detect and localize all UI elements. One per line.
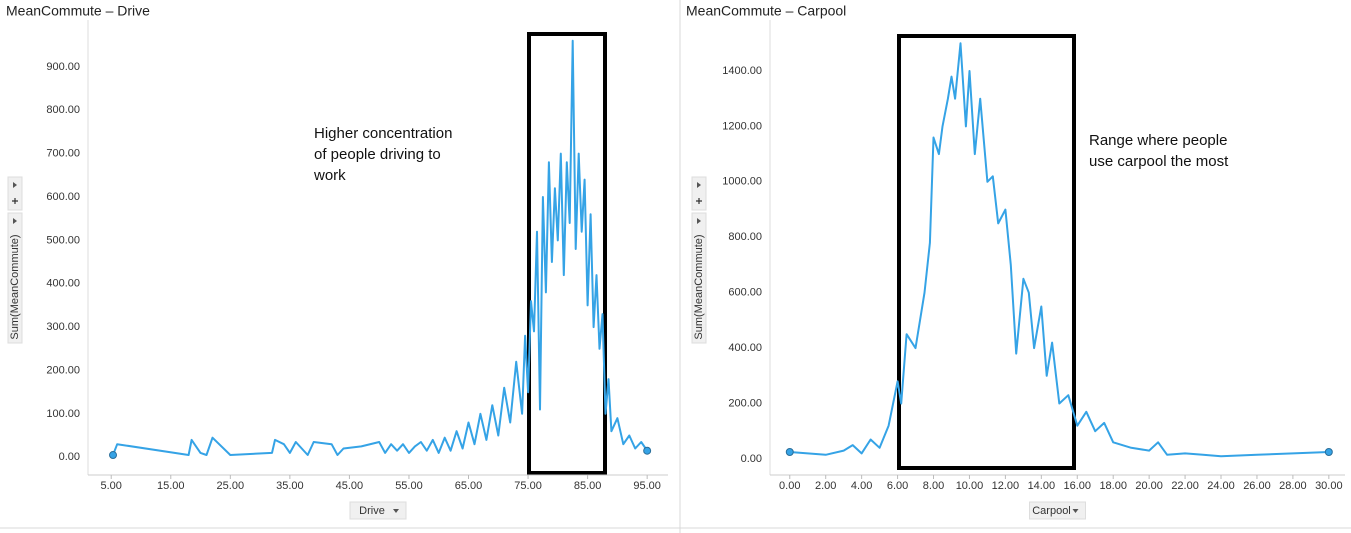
y-axis-button[interactable] [691,212,707,344]
x-tick-label: 85.00 [574,480,602,492]
dropdown-arrow [393,509,399,513]
annotation: of people driving to [314,146,441,163]
x-tick-label: 18.00 [1099,480,1127,492]
y-tick-label: 900.00 [46,61,80,73]
annotation: Higher concentration [314,125,452,142]
y-tick-label: 800.00 [46,104,80,116]
y-tick-label: 200.00 [46,364,80,376]
y-tick-label: 1200.00 [722,120,762,132]
end-marker [1324,448,1333,457]
y-tick-label: 800.00 [728,231,762,243]
y-tick-label: 400.00 [728,342,762,354]
dropdown-arrow [1072,509,1079,513]
x-tick-label: 24.00 [1207,480,1235,492]
annotation: use carpool the most [1089,153,1229,170]
y-axis-button[interactable] [7,212,23,344]
x-tick-label: 12.00 [992,480,1020,492]
highlight-box [897,34,1076,470]
y-tick-label: 1400.00 [722,65,762,77]
side-plus [12,198,18,204]
x-tick-label: 15.00 [157,480,185,492]
end-marker [643,446,652,455]
y-axis-label: Sum(MeanCommute) [9,234,21,339]
side-arrow [13,182,17,188]
x-tick-label: 8.00 [923,480,944,492]
side-button[interactable] [7,176,23,211]
y-tick-label: 200.00 [728,397,762,409]
y-tick-label: 300.00 [46,321,80,333]
x-tick-label: 55.00 [395,480,423,492]
annotation: Range where people [1089,132,1227,149]
y-tick-label: 1000.00 [722,176,762,188]
x-tick-label: 25.00 [217,480,245,492]
x-tick-label: 45.00 [336,480,364,492]
x-tick-label: 10.00 [956,480,984,492]
side-plus [696,198,702,204]
y-tick-label: 0.00 [59,451,80,463]
x-axis-button[interactable] [349,501,407,520]
x-axis-button[interactable] [1029,501,1086,520]
x-tick-label: 4.00 [851,480,872,492]
y-tick-label: 600.00 [728,287,762,299]
y-axis-label: Sum(MeanCommute) [693,234,705,339]
chart-title: MeanCommute – Carpool [686,3,846,19]
x-tick-label: 16.00 [1064,480,1092,492]
x-tick-label: 20.00 [1135,480,1163,492]
y-tick-label: 500.00 [46,234,80,246]
side-arrow [697,218,701,224]
x-axis-label: Carpool [1032,505,1071,517]
side-button[interactable] [691,176,707,211]
end-marker [109,451,118,460]
chart-title: MeanCommute – Drive [6,3,150,19]
y-tick-label: 600.00 [46,191,80,203]
x-tick-label: 6.00 [887,480,908,492]
x-tick-label: 28.00 [1279,480,1307,492]
x-tick-label: 22.00 [1171,480,1199,492]
y-tick-label: 700.00 [46,148,80,160]
x-tick-label: 14.00 [1028,480,1056,492]
x-tick-label: 0.00 [779,480,800,492]
x-tick-label: 5.00 [101,480,122,492]
x-tick-label: 35.00 [276,480,304,492]
side-arrow [13,218,17,224]
x-tick-label: 75.00 [514,480,542,492]
line [789,42,1329,458]
side-arrow [697,182,701,188]
end-marker [785,448,794,457]
y-tick-label: 0.00 [741,453,762,465]
annotation: work [313,167,346,184]
x-tick-label: 65.00 [455,480,483,492]
x-tick-label: 95.00 [633,480,661,492]
x-axis-label: Drive [359,505,385,517]
x-tick-label: 30.00 [1315,480,1343,492]
y-tick-label: 100.00 [46,408,80,420]
line [112,39,649,456]
x-tick-label: 26.00 [1243,480,1271,492]
x-tick-label: 2.00 [815,480,836,492]
highlight-box [527,32,607,475]
y-tick-label: 400.00 [46,278,80,290]
